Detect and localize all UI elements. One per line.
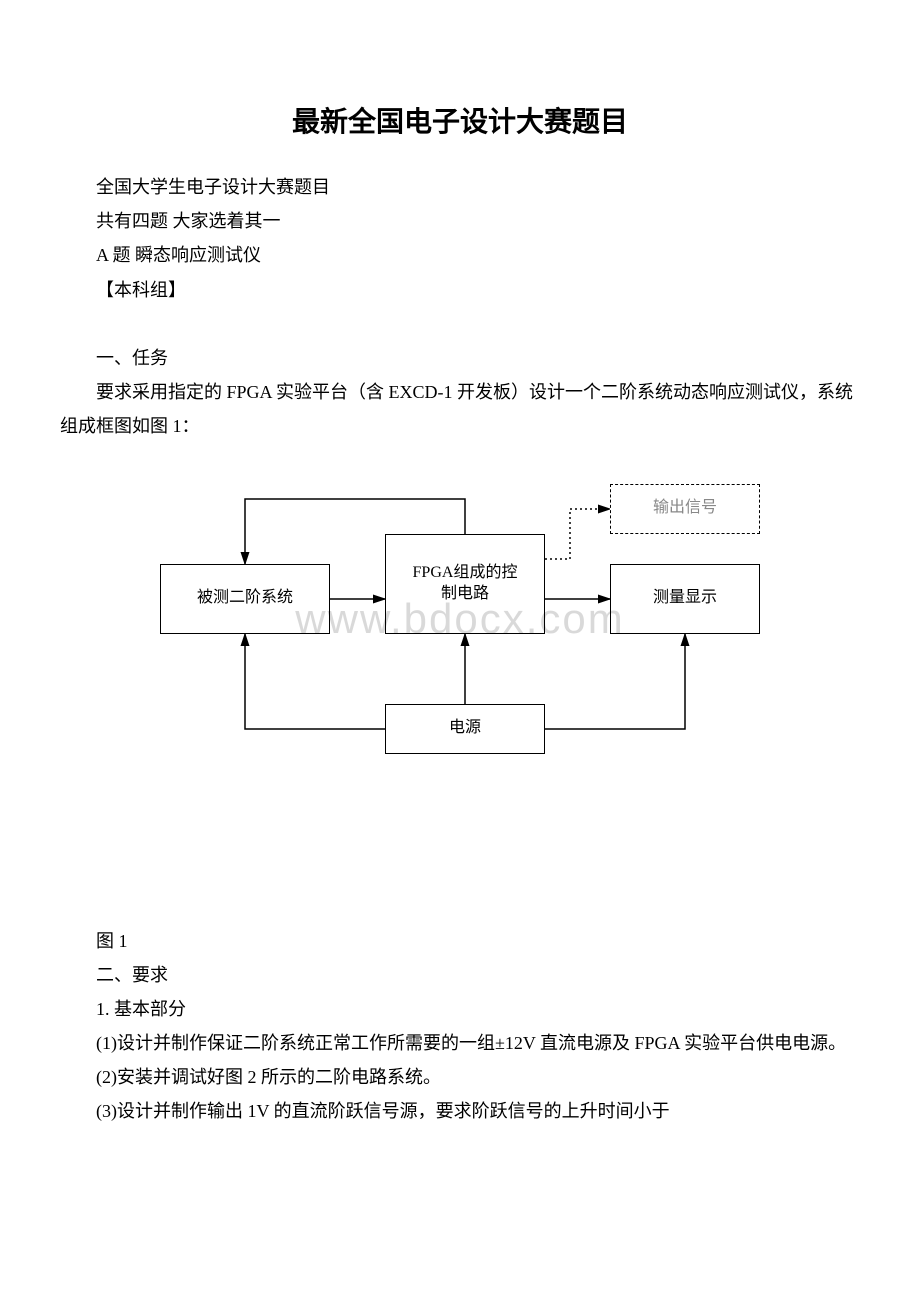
diagram-box-power: 电源 (385, 704, 545, 754)
paragraph: 全国大学生电子设计大赛题目 (60, 170, 860, 204)
paragraph: 1. 基本部分 (60, 992, 860, 1026)
paragraph: (3)设计并制作输出 1V 的直流阶跃信号源，要求阶跃信号的上升时间小于 (60, 1094, 860, 1128)
section-heading: 二、要求 (60, 958, 860, 992)
block-diagram: 被测二阶系统 FPGA组成的控制电路 输出信号测量显示电源 (140, 464, 780, 784)
paragraph: 【本科组】 (60, 273, 860, 307)
paragraph: 要求采用指定的 FPGA 实验平台（含 EXCD-1 开发板）设计一个二阶系统动… (60, 375, 860, 443)
paragraph: (1)设计并制作保证二阶系统正常工作所需要的一组±12V 直流电源及 FPGA … (60, 1026, 860, 1060)
paragraph: A 题 瞬态响应测试仪 (60, 238, 860, 272)
section-heading: 一、任务 (60, 341, 860, 375)
diagram-box-output: 输出信号 (610, 484, 760, 534)
diagram-box-display: 测量显示 (610, 564, 760, 634)
diagram-box-fpga: FPGA组成的控制电路 (385, 534, 545, 634)
paragraph: (2)安装并调试好图 2 所示的二阶电路系统。 (60, 1060, 860, 1094)
paragraph (60, 307, 860, 341)
diagram-box-system: 被测二阶系统 (160, 564, 330, 634)
figure-caption: 图 1 (60, 924, 860, 958)
page-title: 最新全国电子设计大赛题目 (60, 100, 860, 140)
paragraph: 共有四题 大家选着其一 (60, 204, 860, 238)
